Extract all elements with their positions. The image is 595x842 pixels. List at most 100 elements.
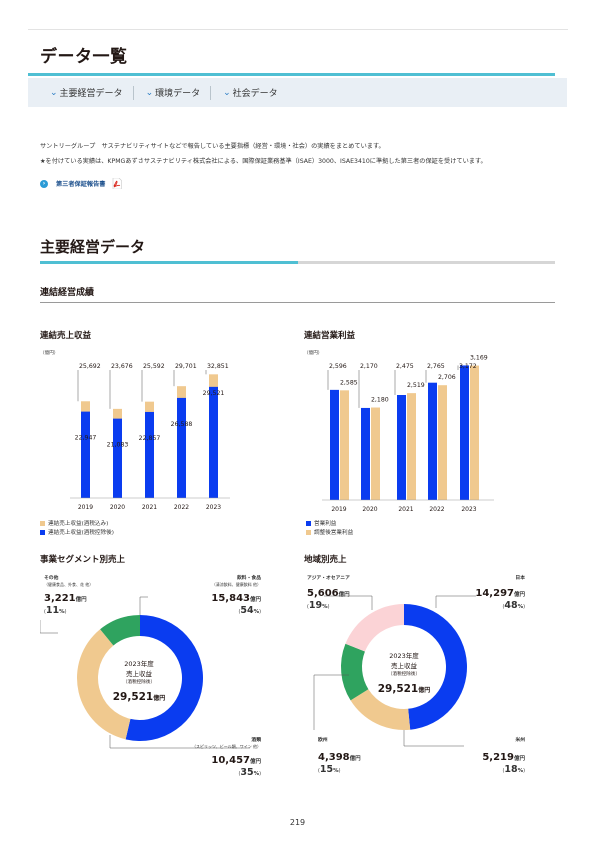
bar-revenue-excl-tax bbox=[209, 386, 218, 498]
segment-label-alcohol: 酒類 （スピリッツ、ビール類、ワイン 他） 10,457億円 (35%) bbox=[158, 738, 261, 779]
slice-unit: 億円 bbox=[249, 596, 261, 603]
x-tick-label: 2021 bbox=[142, 504, 157, 511]
slice-name: 米州 bbox=[515, 738, 525, 743]
slice-name: 日本 bbox=[515, 576, 525, 581]
slice-note: （スピリッツ、ビール類、ワイン 他） bbox=[192, 743, 261, 749]
revenue-legend-item-2: 連結売上収益(酒税控除後) bbox=[40, 528, 114, 536]
center-line-3: （酒税控除後） bbox=[387, 672, 421, 677]
value-label-incl-tax: 23,676 bbox=[111, 363, 133, 370]
region-label-japan: 日本 14,297億円 (48%) bbox=[450, 576, 525, 612]
leader-line bbox=[40, 620, 58, 634]
slice-unit: 億円 bbox=[513, 591, 525, 598]
legend-label: 調整後営業利益 bbox=[314, 530, 354, 536]
leader-line bbox=[109, 735, 250, 749]
assurance-report-label: 第三者保証報告書 bbox=[56, 181, 106, 188]
bar-revenue-excl-tax bbox=[145, 411, 154, 498]
bar-adjusted-operating-income bbox=[340, 390, 349, 500]
center-line-2: 売上収益 bbox=[126, 670, 152, 678]
region-donut-center: 2023年度 売上収益 （酒税控除後） 29,521億円 bbox=[366, 650, 442, 696]
region-label-asia: アジア・オセアニア 5,606億円 (19%) bbox=[307, 576, 350, 612]
slice-pct: 35 bbox=[240, 767, 254, 779]
tab-divider bbox=[132, 85, 134, 100]
region-label-europe: 欧州 4,398億円 (15%) bbox=[318, 738, 361, 776]
x-tick-label: 2019 bbox=[331, 506, 346, 513]
region-label-americas: 米州 5,219億円 (18%) bbox=[450, 738, 525, 776]
x-tick-label: 2019 bbox=[78, 504, 93, 511]
slice-unit: 億円 bbox=[349, 755, 361, 762]
subsection-rule bbox=[40, 302, 555, 303]
chevron-down-icon: ⌄ bbox=[223, 87, 231, 98]
slice-pct: 15 bbox=[319, 764, 334, 776]
x-tick-label: 2020 bbox=[362, 506, 377, 513]
value-label-adjusted-income: 2,180 bbox=[371, 397, 389, 404]
slice-value: 5,606 bbox=[307, 587, 339, 599]
tab-bar: ⌄ 主要経営データ ⌄ 環境データ ⌄ 社会データ bbox=[28, 78, 567, 107]
slice-unit: 億円 bbox=[513, 755, 525, 762]
donut-slice bbox=[345, 604, 404, 652]
value-label-incl-tax: 25,692 bbox=[79, 363, 101, 370]
center-value: 29,521 bbox=[377, 683, 419, 695]
pdf-icon bbox=[112, 177, 122, 190]
value-label-excl-tax: 29,521 bbox=[203, 390, 225, 397]
bar-operating-income bbox=[460, 365, 469, 500]
slice-pct: 54 bbox=[240, 605, 254, 617]
donut-slice bbox=[341, 643, 369, 701]
title-underline bbox=[28, 73, 555, 76]
x-tick-label: 2022 bbox=[174, 504, 189, 511]
tab-environment-data[interactable]: ⌄ 環境データ bbox=[134, 86, 211, 100]
tab-social-data[interactable]: ⌄ 社会データ bbox=[211, 86, 288, 100]
region-chart-title: 地域別売上 bbox=[304, 555, 347, 565]
slice-pct: 48 bbox=[504, 600, 518, 612]
center-value: 29,521 bbox=[112, 691, 154, 703]
value-label-incl-tax: 29,701 bbox=[175, 363, 197, 370]
slice-value: 3,221 bbox=[44, 592, 76, 604]
slice-unit: 億円 bbox=[75, 596, 87, 603]
value-label-operating-income: 3,172 bbox=[459, 363, 477, 370]
bar-revenue-excl-tax bbox=[177, 397, 186, 498]
intro-text-1: サントリーグループ サステナビリティサイトなどで報告している主要指標（経営・環境… bbox=[40, 143, 385, 150]
slice-name: 酒類 bbox=[251, 738, 261, 743]
bar-adjusted-operating-income bbox=[371, 407, 380, 500]
x-tick-label: 2022 bbox=[429, 506, 444, 513]
bar-revenue-excl-tax bbox=[113, 418, 122, 498]
slice-unit: 億円 bbox=[338, 591, 350, 598]
donut-slice bbox=[125, 615, 203, 741]
top-rule bbox=[28, 29, 568, 30]
center-line-2: 売上収益 bbox=[391, 662, 417, 670]
value-label-incl-tax: 32,851 bbox=[207, 363, 229, 370]
center-line-1: 2023年度 bbox=[124, 660, 154, 668]
value-label-operating-income: 2,475 bbox=[396, 363, 414, 370]
slice-value: 4,398 bbox=[318, 751, 350, 763]
section-title: 主要経営データ bbox=[40, 238, 146, 256]
bar-operating-income bbox=[397, 395, 406, 500]
assurance-report-link[interactable]: › 第三者保証報告書 bbox=[40, 177, 122, 190]
bar-adjusted-operating-income bbox=[438, 385, 447, 500]
value-label-excl-tax: 22,857 bbox=[139, 435, 161, 442]
segment-label-beverages: 飲料・食品 （清涼飲料、健康飲料 他） 15,843億円 (54%) bbox=[176, 576, 261, 617]
donut-slice bbox=[350, 689, 411, 730]
intro-text-2: ★を付けている実績は、KPMGあずさサステナビリティ株式会社による、国際保証業務… bbox=[40, 158, 487, 165]
revenue-chart: 25,692 22,947 2019 23,676 21,083 2020 25,592 22… bbox=[70, 363, 230, 511]
value-label-adjusted-income: 2,519 bbox=[407, 382, 425, 389]
tab-management-data[interactable]: ⌄ 主要経営データ bbox=[28, 86, 133, 100]
legend-label: 連結売上収益(酒税控除後) bbox=[48, 530, 114, 536]
bar-operating-income bbox=[428, 382, 437, 500]
region-donut-chart bbox=[313, 595, 476, 747]
center-line-1: 2023年度 bbox=[389, 652, 419, 660]
center-unit: 億円 bbox=[418, 687, 431, 694]
slice-name: アジア・オセアニア bbox=[307, 576, 350, 581]
value-label-excl-tax: 22,947 bbox=[75, 435, 97, 442]
income-chart-title: 連結営業利益 bbox=[304, 331, 356, 341]
value-label-adjusted-income: 3,169 bbox=[470, 355, 488, 362]
x-tick-label: 2021 bbox=[398, 506, 413, 513]
bar-revenue-excl-tax bbox=[81, 411, 90, 498]
value-label-adjusted-income: 2,585 bbox=[340, 379, 358, 386]
legend-swatch bbox=[40, 520, 45, 526]
x-tick-label: 2023 bbox=[206, 504, 221, 511]
legend-swatch bbox=[306, 529, 311, 535]
center-line-3: （酒税控除後） bbox=[122, 680, 156, 685]
page-number: 219 bbox=[289, 818, 306, 827]
leader-line bbox=[313, 674, 349, 730]
bar-adjusted-operating-income bbox=[407, 393, 416, 500]
slice-name: 欧州 bbox=[318, 738, 328, 743]
